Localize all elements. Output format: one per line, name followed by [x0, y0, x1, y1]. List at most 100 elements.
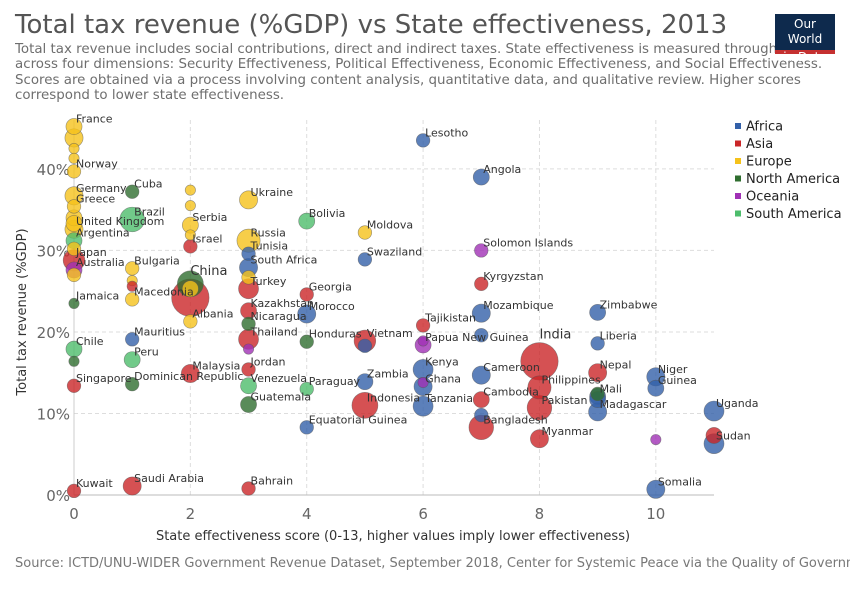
- point-label: Zambia: [367, 368, 409, 381]
- point-label: Dominican Republic: [134, 370, 243, 383]
- data-point-unlabeled[interactable]: [705, 427, 723, 444]
- data-point-angola[interactable]: [472, 168, 490, 186]
- data-point-unlabeled[interactable]: [66, 267, 82, 283]
- data-point-kuwait[interactable]: [66, 483, 82, 499]
- data-point-cambodia[interactable]: [472, 391, 490, 408]
- owid-logo[interactable]: Our World in Data: [775, 14, 835, 64]
- legend-swatch-oceania[interactable]: [735, 193, 741, 199]
- data-point-liberia[interactable]: [590, 336, 605, 351]
- data-point-cuba[interactable]: [125, 184, 140, 199]
- point-label: Kyrgyzstan: [483, 270, 543, 283]
- legend-swatch-south-america[interactable]: [735, 210, 741, 217]
- legend-label[interactable]: Africa: [746, 120, 783, 135]
- data-point-tajikistan[interactable]: [415, 318, 431, 333]
- legend-swatch-africa[interactable]: [735, 123, 741, 129]
- data-point-philippines[interactable]: [527, 375, 552, 400]
- y-axis-label: Total tax revenue (%GDP): [15, 228, 30, 396]
- point-label: Mauritius: [134, 325, 185, 338]
- point-label: Nepal: [600, 359, 632, 372]
- data-point-norway[interactable]: [66, 164, 82, 179]
- data-point-tunisia[interactable]: [241, 246, 256, 261]
- data-point-unlabeled[interactable]: [474, 407, 489, 423]
- legend-label[interactable]: Asia: [746, 137, 773, 152]
- data-point-morocco[interactable]: [297, 304, 317, 324]
- legend-label[interactable]: Oceania: [746, 190, 799, 205]
- data-point-unlabeled[interactable]: [68, 152, 80, 164]
- axes: 0% 10% 20% 30% 40% 0 2 4 6 8 10: [37, 120, 714, 523]
- data-point-unlabeled[interactable]: [184, 200, 196, 212]
- legend-label[interactable]: North America: [746, 172, 840, 187]
- data-point-albania[interactable]: [183, 314, 198, 329]
- data-point-peru[interactable]: [123, 351, 141, 369]
- data-point-zimbabwe[interactable]: [589, 304, 606, 321]
- data-point-malaysia[interactable]: [180, 364, 200, 383]
- data-point-saudi-arabia[interactable]: [122, 476, 142, 496]
- data-point-unlabeled[interactable]: [184, 229, 196, 241]
- data-point-unlabeled[interactable]: [417, 376, 429, 388]
- data-point-jordan[interactable]: [241, 362, 256, 377]
- data-point-tanzania[interactable]: [412, 395, 434, 417]
- data-point-unlabeled[interactable]: [68, 143, 80, 155]
- legend-label[interactable]: South America: [746, 207, 842, 222]
- data-point-unlabeled[interactable]: [65, 215, 83, 232]
- point-label: Tajikistan: [424, 311, 476, 324]
- data-point-singapore[interactable]: [66, 378, 82, 393]
- data-point-myanmar[interactable]: [530, 429, 549, 449]
- data-point-unlabeled[interactable]: [417, 335, 429, 347]
- data-point-france[interactable]: [65, 118, 83, 135]
- data-point-somalia[interactable]: [646, 479, 666, 499]
- data-point-honduras[interactable]: [299, 334, 314, 349]
- data-point-equatorial-guinea[interactable]: [299, 420, 314, 435]
- data-point-dominican-republic[interactable]: [125, 377, 140, 392]
- data-point-unlabeled[interactable]: [184, 184, 196, 196]
- x-tick-label: 4: [302, 505, 312, 523]
- data-point-swaziland[interactable]: [357, 252, 373, 267]
- data-point-brazil[interactable]: [119, 206, 145, 233]
- point-label: Equatorial Guinea: [309, 413, 408, 426]
- data-point-solomon-islands[interactable]: [474, 243, 489, 258]
- legend-swatch-north-america[interactable]: [735, 175, 741, 182]
- legend-swatch-europe[interactable]: [735, 158, 741, 164]
- data-point-unlabeled[interactable]: [650, 434, 662, 446]
- point-label: Swaziland: [367, 245, 422, 258]
- data-point-ukraine[interactable]: [239, 190, 258, 210]
- data-point-mauritius[interactable]: [125, 332, 140, 347]
- data-point-nepal[interactable]: [588, 363, 608, 383]
- data-point-unlabeled[interactable]: [68, 355, 80, 367]
- data-point-nicaragua[interactable]: [241, 316, 256, 331]
- data-point-jamaica[interactable]: [68, 297, 80, 309]
- data-point-unlabeled[interactable]: [126, 280, 138, 292]
- data-point-guatemala[interactable]: [240, 396, 257, 413]
- data-point-zambia[interactable]: [356, 373, 374, 391]
- data-point-uganda[interactable]: [703, 400, 725, 422]
- data-point-unlabeled[interactable]: [243, 343, 255, 355]
- data-point-unlabeled[interactable]: [590, 386, 605, 402]
- point-label: Cambodia: [483, 386, 539, 399]
- data-point-unlabeled[interactable]: [357, 338, 373, 353]
- data-point-unlabeled[interactable]: [241, 270, 256, 285]
- data-point-greece[interactable]: [66, 199, 82, 214]
- data-point-lesotho[interactable]: [415, 133, 431, 148]
- data-point-venezuela[interactable]: [240, 377, 257, 395]
- data-point-guinea[interactable]: [647, 379, 665, 397]
- data-point-bolivia[interactable]: [298, 212, 316, 230]
- data-point-macedonia[interactable]: [125, 292, 140, 307]
- data-point-paraguay[interactable]: [299, 381, 314, 397]
- data-point-cameroon[interactable]: [471, 365, 491, 385]
- legend-label[interactable]: Europe: [746, 155, 792, 170]
- data-point-moldova[interactable]: [357, 225, 373, 240]
- data-point-unlabeled[interactable]: [66, 241, 82, 256]
- data-point-indonesia[interactable]: [351, 392, 379, 419]
- data-point-bahrain[interactable]: [241, 481, 256, 496]
- data-point-mozambique[interactable]: [471, 303, 491, 323]
- data-point-unlabeled[interactable]: [182, 280, 199, 298]
- data-point-kyrgyzstan[interactable]: [474, 276, 489, 291]
- legend[interactable]: Africa Asia Europe North America Oceania Sout…: [735, 120, 842, 223]
- x-tick-label: 2: [186, 505, 196, 523]
- y-tick-label: 10%: [37, 405, 70, 423]
- legend-swatch-asia[interactable]: [735, 140, 741, 147]
- point-label: Chile: [76, 335, 104, 348]
- data-point-unlabeled[interactable]: [474, 328, 489, 343]
- data-point-georgia[interactable]: [299, 287, 314, 302]
- point-label: Kazakhstan: [251, 297, 314, 310]
